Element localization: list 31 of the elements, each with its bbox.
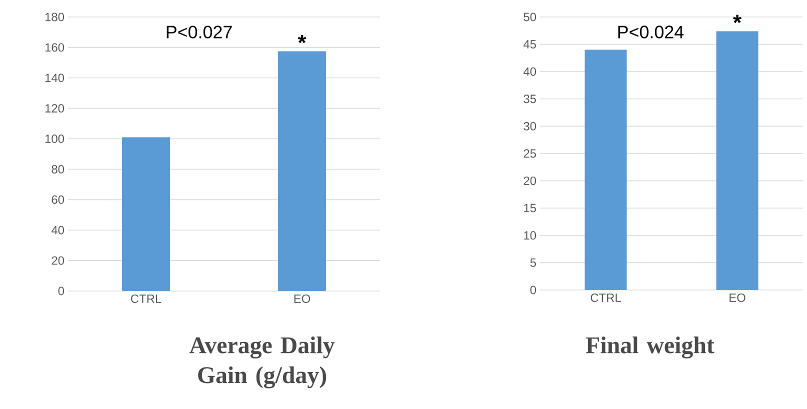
y-tick-label: 45 xyxy=(523,40,536,48)
annotation: * xyxy=(298,34,306,44)
y-tick-label: 0 xyxy=(58,286,64,296)
y-tick-label: 15 xyxy=(524,204,536,212)
y-tick-label: 35 xyxy=(524,94,536,104)
y-tick-label: 160 xyxy=(45,43,64,52)
y-tick-label: 140 xyxy=(45,74,64,82)
y-tick-label: 50 xyxy=(524,12,536,22)
y-tick-label: 100 xyxy=(45,134,64,143)
y-tick-label: 60 xyxy=(52,195,64,204)
x-tick-label: CTRL xyxy=(131,294,162,303)
annotation: P<0.024 xyxy=(618,26,684,38)
y-tick-label: 40 xyxy=(523,67,536,76)
x-tick-label: EO xyxy=(294,294,310,303)
y-tick-label: 40 xyxy=(51,226,64,234)
y-tick-label: 20 xyxy=(52,256,64,265)
y-tick-label: 25 xyxy=(524,149,536,158)
x-tick-label: EO xyxy=(730,294,746,302)
y-tick-label: 20 xyxy=(524,176,536,186)
text: Average Daily Gain (g/day) xyxy=(189,336,335,388)
annotation: * xyxy=(733,14,742,24)
y-tick-label: 10 xyxy=(524,231,536,240)
x-tick-label: CTRL xyxy=(590,294,621,302)
y-tick-label: 0 xyxy=(530,286,536,294)
y-tick-label: 5 xyxy=(530,258,536,267)
y-tick-label: 30 xyxy=(524,122,536,130)
annotation: P<0.027 xyxy=(166,26,232,38)
y-tick-label: 80 xyxy=(52,164,64,174)
y-tick-label: 180 xyxy=(45,12,64,22)
y-tick-label: 120 xyxy=(45,104,64,113)
text: Final weight xyxy=(586,336,714,358)
